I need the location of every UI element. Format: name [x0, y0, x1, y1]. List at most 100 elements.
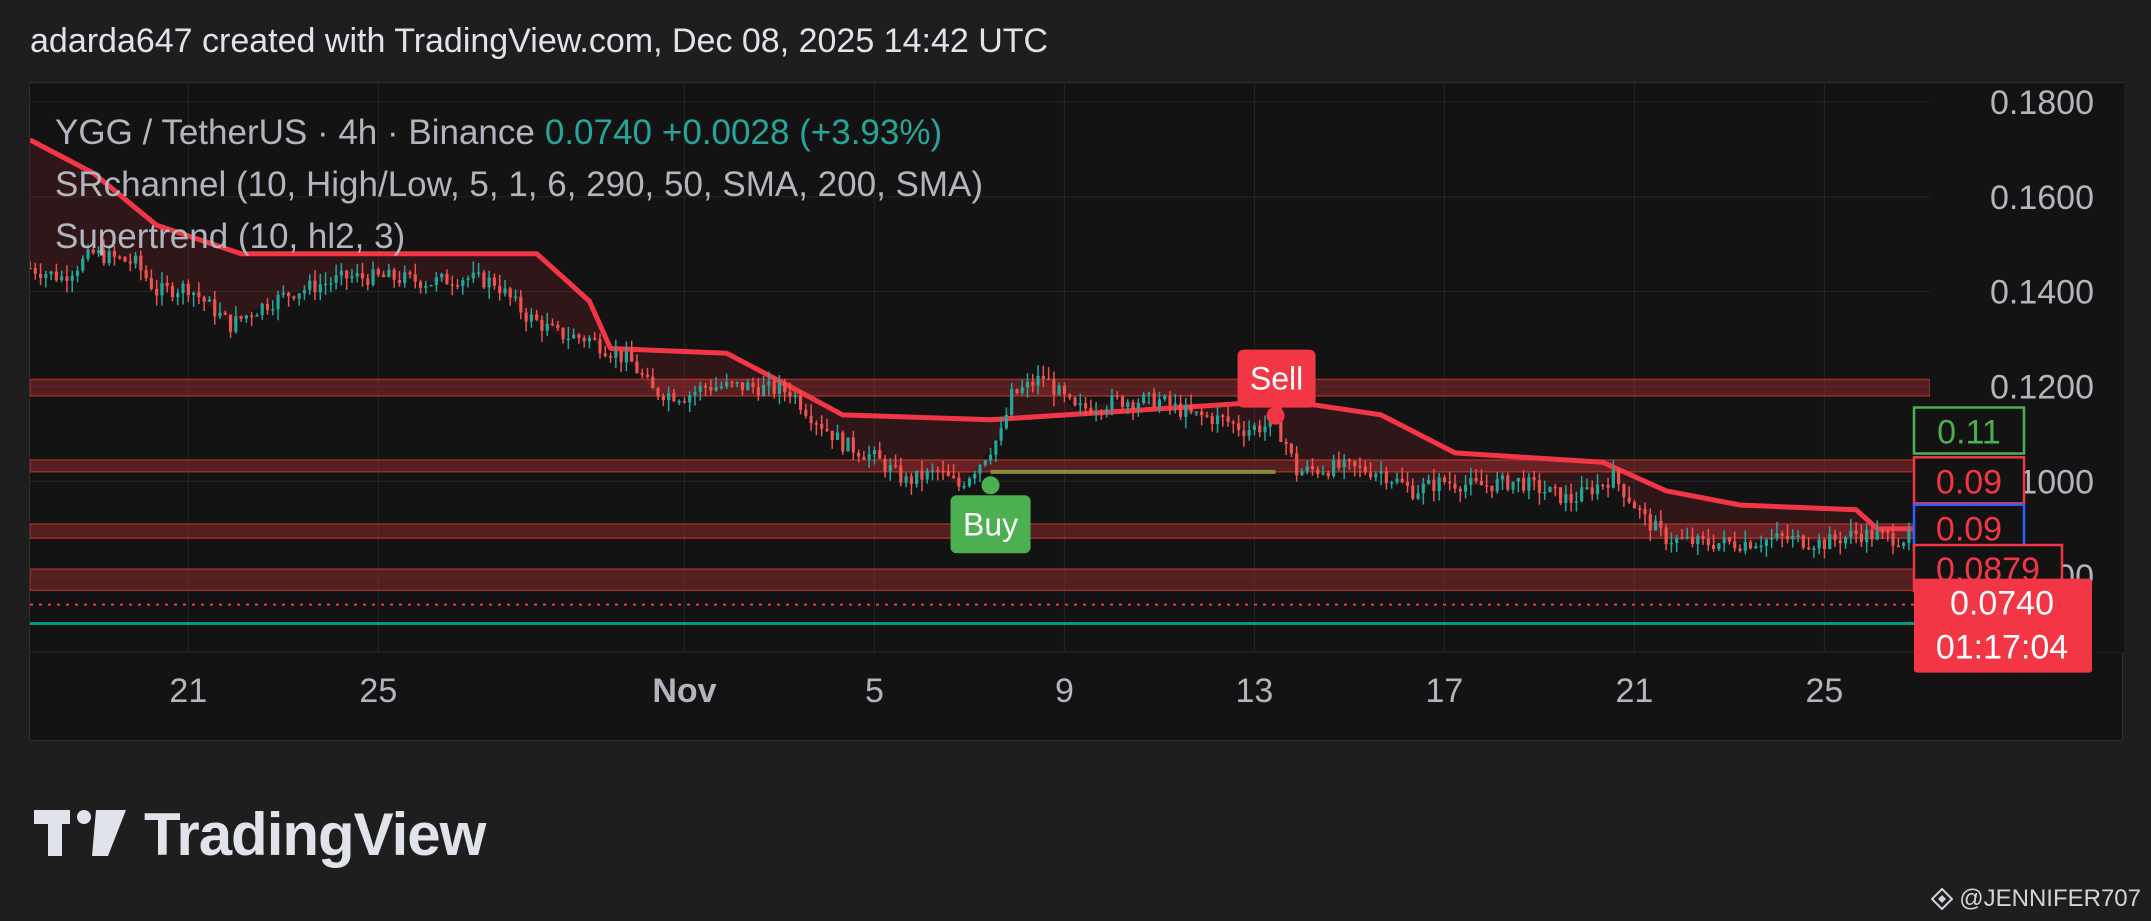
candle	[424, 285, 428, 288]
candle	[656, 388, 660, 397]
candle	[1047, 378, 1051, 381]
sell-signal-text: Sell	[1250, 361, 1303, 397]
candle	[1020, 387, 1024, 394]
candle	[181, 283, 185, 294]
candle	[1859, 533, 1863, 543]
candle	[1062, 385, 1067, 395]
candle	[86, 249, 90, 259]
candle	[1516, 478, 1520, 482]
candle	[994, 440, 998, 455]
candle	[740, 382, 745, 391]
candle	[1152, 392, 1156, 408]
candle	[91, 249, 95, 253]
candle	[798, 395, 803, 410]
candle	[498, 285, 502, 294]
candle	[1173, 403, 1177, 406]
candle	[1717, 543, 1721, 550]
candle	[857, 452, 861, 457]
y-tick-label: 0.1200	[1990, 368, 2094, 406]
candle	[751, 382, 755, 388]
candle	[118, 256, 122, 259]
buy-signal-label	[950, 495, 1031, 554]
candle	[1712, 545, 1716, 550]
candle	[1458, 488, 1462, 492]
candle	[1068, 394, 1072, 398]
candle	[1015, 389, 1019, 394]
legend-indicator-srchannel[interactable]: SRchannel (10, High/Low, 5, 1, 6, 290, 5…	[55, 165, 984, 204]
candle	[54, 271, 58, 281]
candle	[445, 273, 449, 285]
candle	[329, 283, 333, 285]
candle	[234, 316, 238, 332]
candle	[1332, 460, 1336, 477]
candle	[957, 477, 961, 487]
candle	[97, 250, 101, 253]
y-tick-label: 0.1600	[1990, 179, 2094, 217]
candle	[1305, 466, 1309, 472]
candle	[1263, 426, 1267, 433]
candle	[1157, 399, 1162, 408]
last-price-text: 0.0740	[1950, 585, 2054, 623]
candle	[149, 278, 153, 289]
candle	[756, 387, 760, 396]
candle	[1120, 396, 1125, 407]
candle	[318, 284, 322, 293]
candle	[1337, 460, 1341, 468]
candle	[112, 250, 117, 257]
candle	[292, 296, 296, 299]
candle	[1469, 478, 1473, 485]
candle	[313, 280, 317, 293]
candle	[33, 268, 37, 274]
x-tick-label: 13	[1236, 672, 1274, 710]
candle	[1722, 537, 1726, 544]
candle	[920, 470, 924, 480]
candle	[930, 470, 935, 472]
candle	[1511, 481, 1515, 490]
candle	[1295, 453, 1299, 476]
candle	[999, 428, 1003, 441]
price-chart[interactable]: BuySell0.18000.16000.14000.12000.10000.0…	[30, 83, 2124, 742]
candle	[878, 450, 882, 459]
candle	[165, 283, 169, 286]
candle	[1105, 409, 1109, 413]
candle	[1638, 508, 1642, 510]
price-axis-marker	[1912, 503, 2026, 552]
legend-indicator-supertrend[interactable]: Supertrend (10, hl2, 3)	[55, 217, 406, 256]
candle	[587, 337, 592, 342]
x-tick-label: 25	[1806, 672, 1844, 710]
candle	[455, 285, 460, 287]
candle	[1368, 472, 1373, 478]
candle	[1427, 479, 1431, 484]
candle	[355, 273, 359, 277]
candle	[1548, 486, 1552, 492]
y-tick-label: 0.1800	[1990, 84, 2094, 122]
candle	[909, 476, 913, 484]
candle	[1849, 530, 1853, 537]
candle	[1205, 415, 1209, 417]
candle	[677, 401, 681, 403]
price-axis-marker	[1912, 406, 2026, 455]
chart-panel[interactable]: BuySell0.18000.16000.14000.12000.10000.0…	[29, 82, 2124, 742]
candle	[561, 327, 565, 340]
candle	[788, 392, 792, 397]
candle	[682, 401, 687, 403]
candle	[1606, 484, 1610, 488]
candle	[1289, 443, 1293, 454]
brand-name: TradingView	[144, 801, 486, 868]
candle	[287, 292, 291, 297]
candle	[1163, 396, 1167, 400]
candle	[809, 415, 813, 424]
candle	[376, 269, 380, 275]
candle	[1775, 533, 1779, 538]
legend-price: 0.0740	[544, 113, 652, 152]
candle	[967, 478, 972, 486]
x-tick-label: 17	[1426, 672, 1464, 710]
candle	[1648, 514, 1652, 531]
candle	[1759, 545, 1763, 548]
candle	[1770, 537, 1774, 540]
candle	[1574, 501, 1578, 503]
candle	[640, 373, 644, 375]
candle	[962, 485, 966, 488]
candle	[545, 323, 549, 331]
candle	[925, 470, 929, 480]
